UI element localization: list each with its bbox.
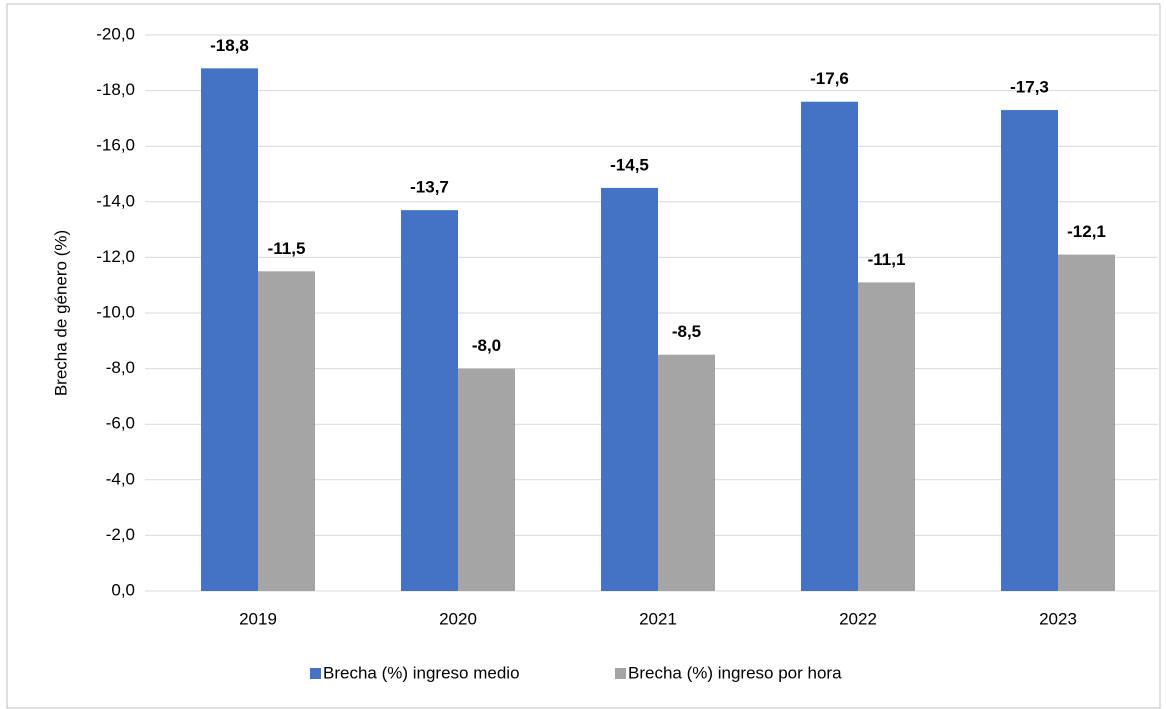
y-tick-label: -14,0: [96, 191, 135, 210]
y-tick-label: -6,0: [106, 414, 135, 433]
y-tick-label: -8,0: [106, 358, 135, 377]
value-label: -11,1: [868, 250, 906, 269]
y-tick-label: 0,0: [111, 580, 135, 599]
y-tick-label: -2,0: [106, 525, 135, 544]
y-tick-label: -4,0: [106, 469, 135, 488]
bar: [458, 368, 515, 591]
value-label: -17,3: [1010, 78, 1049, 97]
y-tick-label: -20,0: [96, 24, 135, 43]
value-label: -12,1: [1067, 222, 1106, 241]
x-tick-label: 2022: [839, 609, 877, 628]
bar: [658, 354, 715, 591]
legend-label: Brecha (%) ingreso por hora: [628, 663, 842, 682]
y-tick-label: -18,0: [96, 80, 135, 99]
x-tick-label: 2020: [439, 609, 477, 628]
y-tick-label: -16,0: [96, 136, 135, 155]
bar: [801, 101, 858, 591]
legend-swatch: [615, 668, 626, 679]
bar: [1001, 110, 1058, 591]
chart-frame: [6, 3, 1161, 709]
y-tick-label: -10,0: [96, 302, 135, 321]
value-label: -18,8: [210, 36, 249, 55]
bar: [1058, 254, 1115, 591]
bar: [201, 68, 258, 592]
value-label: -14,5: [610, 155, 649, 174]
value-label: -8,0: [472, 336, 501, 355]
legend-swatch: [310, 668, 321, 679]
value-label: -11,5: [268, 239, 306, 258]
x-tick-label: 2023: [1039, 609, 1077, 628]
x-tick-label: 2021: [639, 609, 677, 628]
y-axis-label: Brecha de género (%): [51, 230, 70, 396]
bar: [401, 210, 458, 591]
legend-label: Brecha (%) ingreso medio: [323, 663, 520, 682]
value-label: -17,6: [810, 69, 849, 88]
x-tick-label: 2019: [239, 609, 277, 628]
value-label: -13,7: [410, 178, 449, 197]
bar: [858, 282, 915, 591]
bar: [601, 187, 658, 591]
value-label: -8,5: [672, 322, 701, 341]
bar: [258, 271, 315, 591]
y-tick-label: -12,0: [96, 247, 135, 266]
